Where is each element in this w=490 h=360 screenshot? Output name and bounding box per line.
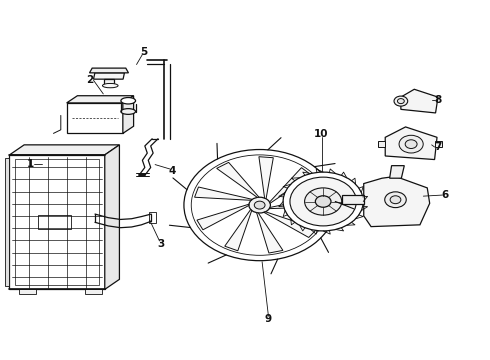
Circle shape: [283, 172, 363, 231]
Polygon shape: [342, 195, 364, 204]
Text: 1: 1: [26, 159, 34, 169]
Polygon shape: [259, 157, 273, 199]
Polygon shape: [264, 212, 317, 238]
Text: 7: 7: [434, 142, 441, 152]
Polygon shape: [385, 127, 437, 159]
Polygon shape: [104, 79, 114, 86]
Polygon shape: [401, 89, 438, 113]
Circle shape: [399, 135, 423, 153]
Polygon shape: [94, 73, 124, 79]
Polygon shape: [364, 176, 430, 226]
Polygon shape: [390, 166, 404, 178]
Text: 10: 10: [314, 129, 328, 139]
Polygon shape: [257, 213, 283, 253]
Polygon shape: [85, 289, 102, 294]
Ellipse shape: [102, 84, 118, 88]
Polygon shape: [435, 141, 442, 147]
Polygon shape: [67, 103, 123, 134]
Circle shape: [249, 197, 270, 213]
Circle shape: [397, 99, 404, 104]
Polygon shape: [38, 215, 72, 229]
Polygon shape: [270, 196, 325, 209]
Circle shape: [405, 140, 417, 148]
Circle shape: [385, 192, 406, 208]
Circle shape: [290, 177, 356, 226]
Polygon shape: [9, 145, 120, 155]
Circle shape: [394, 96, 408, 106]
Text: 3: 3: [157, 239, 164, 249]
Polygon shape: [4, 158, 9, 286]
Text: 4: 4: [169, 166, 176, 176]
Polygon shape: [123, 96, 134, 134]
Polygon shape: [225, 210, 252, 251]
Text: 6: 6: [441, 190, 449, 200]
Circle shape: [316, 196, 331, 207]
Polygon shape: [105, 145, 120, 289]
Circle shape: [254, 201, 265, 209]
Polygon shape: [9, 155, 105, 289]
Circle shape: [305, 188, 342, 215]
Text: 9: 9: [265, 314, 272, 324]
Polygon shape: [67, 96, 134, 103]
Polygon shape: [90, 68, 128, 73]
Text: 8: 8: [434, 95, 441, 105]
Circle shape: [184, 149, 335, 261]
Polygon shape: [197, 204, 249, 230]
Text: 5: 5: [140, 46, 147, 57]
Polygon shape: [217, 162, 259, 197]
Circle shape: [390, 196, 401, 204]
Polygon shape: [378, 141, 385, 147]
Polygon shape: [195, 187, 252, 200]
Polygon shape: [270, 168, 312, 203]
Ellipse shape: [121, 98, 136, 104]
Text: 2: 2: [87, 75, 94, 85]
Polygon shape: [19, 289, 36, 294]
Ellipse shape: [121, 109, 136, 114]
